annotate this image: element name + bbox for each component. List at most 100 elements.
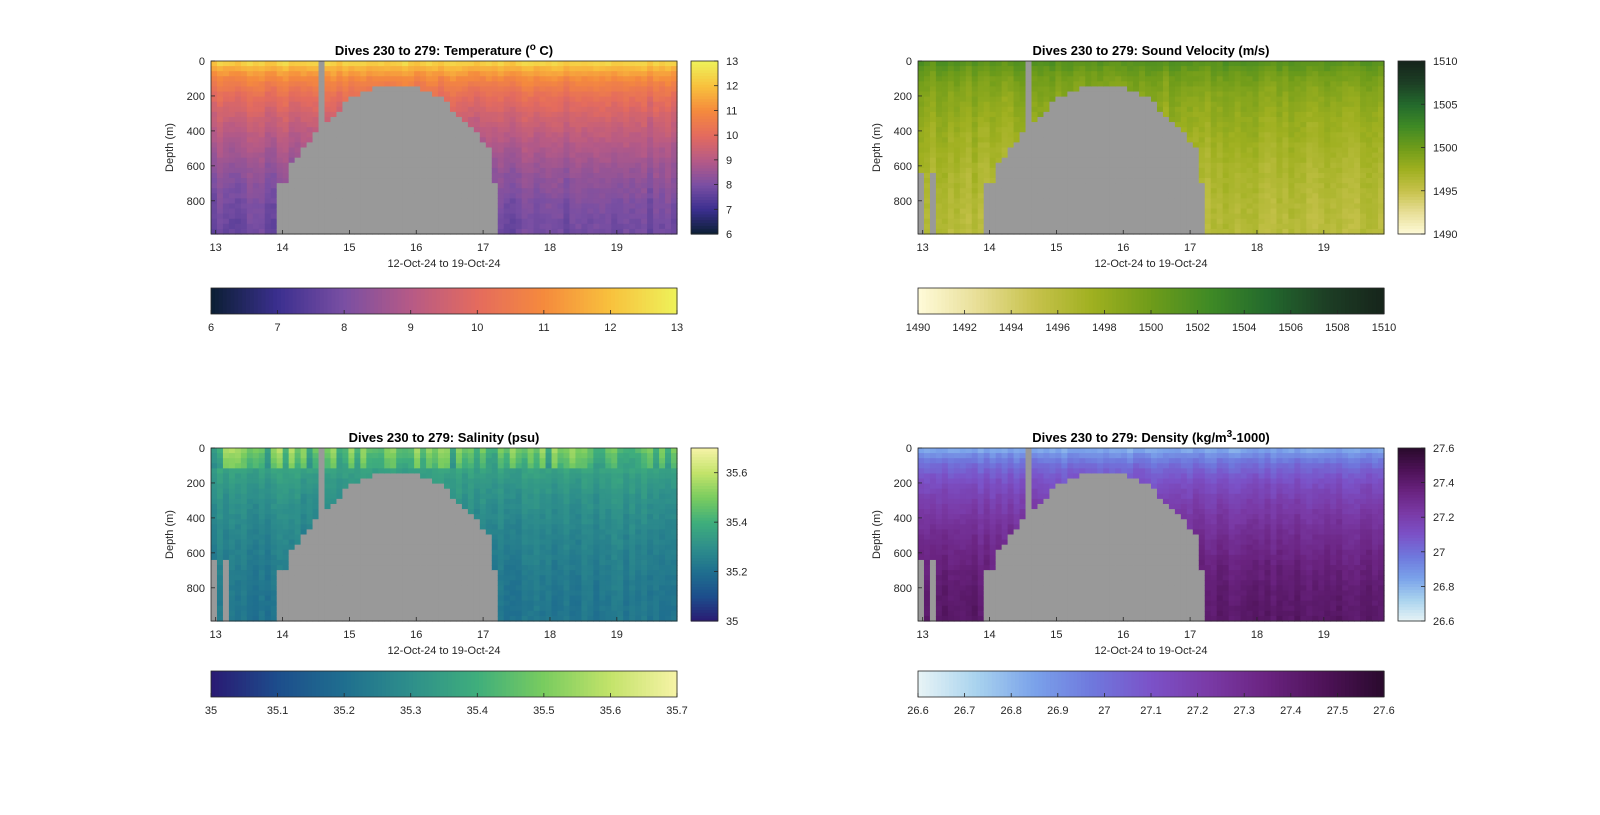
heatmap-cell	[1091, 116, 1098, 123]
heatmap-cell	[971, 91, 979, 98]
heatmap-cell	[336, 71, 344, 77]
heatmap-cell	[211, 208, 218, 215]
heatmap-cell	[312, 157, 320, 164]
heatmap-cell	[354, 167, 361, 174]
heatmap-cell	[348, 101, 355, 108]
heatmap-cell	[473, 81, 481, 88]
heatmap-cell	[479, 178, 487, 184]
heatmap-cell	[1139, 142, 1146, 149]
heatmap-cell	[1192, 162, 1200, 169]
heatmap-cell	[234, 61, 242, 67]
heatmap-cell	[1145, 106, 1152, 113]
heatmap-cell	[312, 101, 320, 108]
heatmap-cell	[1001, 162, 1009, 169]
heatmap-cell	[1210, 122, 1218, 128]
heatmap-cell	[1264, 223, 1272, 230]
heatmap-cell	[1019, 203, 1027, 210]
heatmap-cell	[599, 172, 606, 179]
heatmap-cell	[216, 198, 224, 205]
heatmap-cell	[432, 127, 439, 133]
heatmap-cell	[918, 111, 925, 118]
heatmap-cell	[390, 188, 397, 194]
heatmap-cell	[1198, 101, 1206, 108]
heatmap-cell	[1240, 208, 1248, 215]
heatmap-cell	[211, 157, 218, 164]
heatmap-cell	[977, 188, 985, 194]
heatmap-cell	[467, 152, 475, 159]
heatmap-cell	[312, 167, 320, 174]
heatmap-cell	[497, 116, 505, 123]
heatmap-cell	[929, 193, 937, 199]
heatmap-cell	[1222, 111, 1230, 118]
heatmap-cell	[1270, 132, 1278, 138]
heatmap-cell	[318, 152, 326, 159]
heatmap-cell	[1240, 127, 1248, 133]
heatmap-cell	[312, 111, 320, 118]
heatmap-cell	[228, 188, 236, 194]
heatmap-cell	[533, 122, 541, 128]
heatmap-cell	[1055, 101, 1062, 108]
chart-panel-1: Dives 230 to 279: Temperature (o C)02004…	[164, 42, 738, 335]
heatmap-cell	[629, 101, 636, 108]
heatmap-cell	[276, 203, 284, 210]
heatmap-cell	[1109, 198, 1116, 205]
heatmap-cell	[947, 116, 955, 123]
heatmap-cell	[665, 152, 672, 159]
heatmap-cell	[420, 172, 427, 179]
heatmap-cell	[977, 172, 985, 179]
heatmap-cell	[947, 137, 955, 144]
heatmap-cell	[366, 101, 373, 108]
heatmap-cell	[1037, 188, 1045, 194]
heatmap-cell	[318, 116, 326, 123]
heatmap-cell	[300, 137, 308, 144]
heatmap-cell	[432, 66, 439, 72]
heatmap-cell	[1162, 193, 1170, 199]
heatmap-cell	[575, 132, 583, 138]
heatmap-cell	[1168, 203, 1176, 210]
heatmap-cell	[593, 61, 600, 67]
heatmap-cell	[563, 86, 571, 93]
heatmap-cell	[671, 162, 678, 169]
heatmap-cell	[1127, 147, 1134, 154]
heatmap-cell	[1073, 167, 1080, 174]
heatmap-cell	[390, 147, 397, 154]
heatmap-cell	[372, 193, 379, 199]
heatmap-cell	[1156, 228, 1164, 235]
heatmap-cell	[929, 116, 937, 123]
heatmap-cell	[378, 142, 385, 149]
heatmap-cell	[1151, 127, 1158, 133]
heatmap-cell	[1139, 162, 1146, 169]
heatmap-cell	[1025, 172, 1033, 179]
heatmap-cell	[983, 147, 991, 154]
heatmap-cell	[551, 106, 559, 113]
heatmap-cell	[228, 183, 236, 189]
heatmap-cell	[348, 218, 355, 225]
heatmap-cell	[647, 167, 654, 174]
heatmap-cell	[1139, 208, 1146, 215]
heatmap-cell	[1091, 91, 1098, 98]
heatmap-cell	[246, 203, 254, 210]
heatmap-cell	[354, 127, 361, 133]
heatmap-cell	[1103, 213, 1110, 220]
heatmap-cell	[581, 116, 588, 123]
heatmap-cell	[444, 218, 451, 225]
colorbar-swatch	[634, 288, 639, 314]
heatmap-cell	[1115, 162, 1122, 169]
heatmap-cell	[384, 183, 391, 189]
colorbar-swatch	[691, 213, 718, 218]
heatmap-cell	[324, 71, 332, 77]
heatmap-cell	[1043, 61, 1051, 67]
heatmap-cell	[1168, 157, 1176, 164]
heatmap-cell	[918, 152, 925, 159]
heatmap-cell	[420, 76, 427, 82]
heatmap-cell	[216, 81, 224, 88]
heatmap-cell	[408, 208, 415, 215]
heatmap-cell	[659, 71, 666, 77]
heatmap-cell	[965, 193, 973, 199]
heatmap-cell	[1115, 106, 1122, 113]
heatmap-cell	[671, 91, 678, 98]
heatmap-cell	[1186, 178, 1194, 184]
heatmap-cell	[923, 86, 931, 93]
heatmap-cell	[473, 86, 481, 93]
heatmap-cell	[491, 198, 499, 205]
